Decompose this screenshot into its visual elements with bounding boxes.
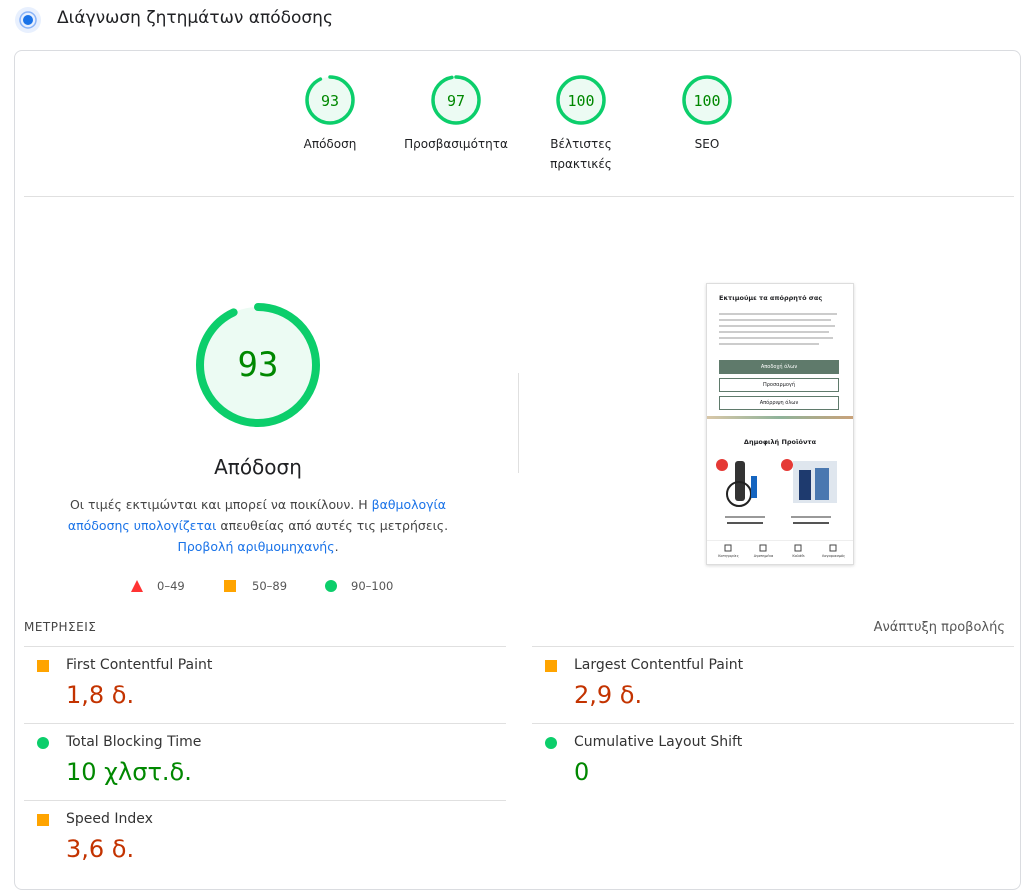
gauge-bg [200, 307, 316, 423]
metric-icon [37, 660, 49, 672]
nav-label: Κατηγορίες [718, 554, 739, 558]
category-label: Προσβασιμότητα [404, 137, 508, 151]
metric-icon-shape [37, 660, 49, 672]
legend-label: 50–89 [252, 579, 288, 593]
row-divider [532, 723, 1014, 724]
nav-icon [794, 544, 802, 552]
metric-icon-shape [37, 737, 49, 749]
metric-name: Total Blocking Time [66, 734, 202, 750]
metric-icon-shape [545, 737, 557, 749]
thumb-title: Εκτιμούμε τα απόρρητό σας [719, 294, 823, 302]
gauge-arc [431, 75, 481, 125]
gauge-score: 100 [693, 92, 720, 110]
text: . [334, 539, 339, 554]
gauge-arc [305, 75, 355, 125]
link[interactable]: Προβολή αριθμομηχανής [177, 539, 335, 554]
gauge-arc [556, 75, 606, 125]
main-gauge: 93 [196, 303, 320, 427]
metric-value: 10 χλστ.δ. [66, 758, 192, 786]
gauge-bg [558, 77, 604, 123]
category: 97 Προσβασιμότητα [391, 72, 521, 154]
legend-icon [131, 580, 143, 592]
legend-label: 0–49 [157, 579, 185, 593]
legend-label: 90–100 [351, 579, 394, 593]
nav-label: Λογαριασμός [821, 554, 846, 558]
screenshot-thumbnail: Εκτιμούμε τα απόρρητό σας Αποδοχή όλων Π… [706, 283, 854, 565]
thumb-button: Προσαρμογή [719, 378, 839, 392]
category-gauge: 97 [431, 75, 481, 125]
gauge-bg [307, 77, 353, 123]
nav-icon [829, 544, 837, 552]
category-label: Βέλτιστες πρακτικές [550, 137, 612, 171]
category-gauge: 100 [682, 75, 732, 125]
nav-icon-shape [759, 544, 767, 552]
nav-icon-shape [724, 544, 732, 552]
thumb-products [716, 459, 837, 524]
metric-icon [545, 737, 557, 749]
gauge-arc [682, 75, 732, 125]
gauge-bg [684, 77, 730, 123]
metric-value: 1,8 δ. [66, 681, 135, 709]
link[interactable]: βαθμολογία απόδοσης υπολογίζεται [67, 497, 447, 533]
row-divider [24, 800, 506, 801]
category-gauge: 93 [305, 75, 355, 125]
gauge-bg [433, 77, 479, 123]
thumb-heading: Δημοφιλή Προϊόντα [743, 438, 817, 446]
text: Οι τιμές εκτιμώνται και μπορεί να ποικίλ… [69, 497, 372, 512]
description: Οι τιμές εκτιμώνται και μπορεί να ποικίλ… [50, 494, 466, 557]
metric-value: 3,6 δ. [66, 835, 135, 863]
gauge-score: 93 [321, 92, 339, 110]
nav-label: Καλάθι [792, 554, 805, 558]
divider [518, 373, 519, 473]
page-title: Διάγνωση ζητημάτων απόδοσης [57, 8, 333, 28]
gauge-score: 100 [567, 92, 594, 110]
gauge-score: 93 [238, 345, 279, 385]
metric-name: Speed Index [66, 811, 153, 827]
thumb-button: Αποδοχή όλων [719, 360, 839, 374]
row-divider [532, 646, 1014, 647]
metric-name: Largest Contentful Paint [574, 657, 744, 673]
metric-icon-shape [545, 660, 557, 672]
row-divider [24, 723, 506, 724]
legend-icon [325, 580, 337, 592]
thumb-nav: Κατηγορίες Αγαπημένα Καλάθι Λογαριασμός [707, 540, 853, 563]
nav-icon-shape [829, 544, 837, 552]
thumb-strip [707, 416, 853, 419]
category: 100 Βέλτιστες πρακτικές [516, 72, 646, 174]
metric-name: First Contentful Paint [66, 657, 213, 673]
gauge-score: 97 [447, 92, 465, 110]
category-label: SEO [694, 137, 720, 151]
thumb-button: Απόρριψη όλων [719, 396, 839, 410]
gauge-title: Απόδοση [214, 455, 302, 479]
metric-name: Cumulative Layout Shift [574, 734, 743, 750]
metric-icon [37, 814, 49, 826]
section-title: ΜΕΤΡΗΣΕΙΣ [24, 620, 97, 634]
nav-icon [759, 544, 767, 552]
nav-icon [724, 544, 732, 552]
nav-label: Αγαπημένα [753, 554, 774, 558]
icon [15, 7, 41, 33]
metric-value: 0 [574, 758, 590, 786]
metric-value: 2,9 δ. [574, 681, 643, 709]
expand-toggle[interactable]: Ανάπτυξη προβολής [873, 620, 1005, 635]
row-divider [24, 646, 506, 647]
legend-icon [224, 580, 236, 592]
category-label: Απόδοση [303, 137, 357, 151]
divider [24, 196, 1014, 197]
metric-icon [37, 737, 49, 749]
category-gauge: 100 [556, 75, 606, 125]
nav-icon-shape [794, 544, 802, 552]
metric-icon-shape [37, 814, 49, 826]
category: 100 SEO [642, 72, 772, 154]
metric-icon [545, 660, 557, 672]
thumb-text [719, 309, 839, 349]
category: 93 Απόδοση [265, 72, 395, 154]
text: απευθείας από αυτές τις μετρήσεις. [216, 518, 449, 533]
gauge-arc [196, 303, 320, 427]
